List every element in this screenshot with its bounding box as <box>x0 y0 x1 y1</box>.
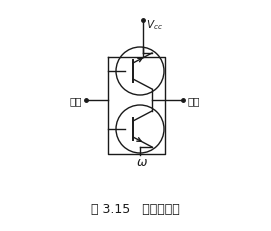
Text: 输入: 输入 <box>69 96 82 106</box>
Text: 图 3.15   互补型电路: 图 3.15 互补型电路 <box>91 203 180 216</box>
Text: $V_{cc}$: $V_{cc}$ <box>146 18 163 32</box>
Text: 输出: 输出 <box>187 96 199 106</box>
Text: ω: ω <box>137 155 147 168</box>
